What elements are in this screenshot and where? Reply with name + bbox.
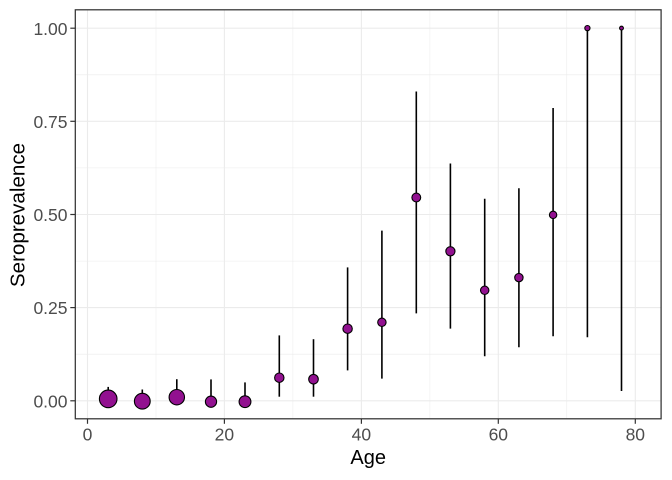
svg-text:Age: Age xyxy=(350,447,386,469)
svg-text:80: 80 xyxy=(626,425,646,445)
svg-text:0.25: 0.25 xyxy=(33,298,67,318)
svg-text:0: 0 xyxy=(83,425,93,445)
svg-text:0.50: 0.50 xyxy=(33,205,67,225)
svg-text:1.00: 1.00 xyxy=(33,19,67,39)
svg-text:40: 40 xyxy=(352,425,372,445)
svg-text:60: 60 xyxy=(489,425,509,445)
svg-text:0.75: 0.75 xyxy=(33,112,67,132)
svg-text:20: 20 xyxy=(215,425,235,445)
svg-text:Seroprevalence: Seroprevalence xyxy=(6,143,29,287)
svg-text:0.00: 0.00 xyxy=(33,391,67,411)
